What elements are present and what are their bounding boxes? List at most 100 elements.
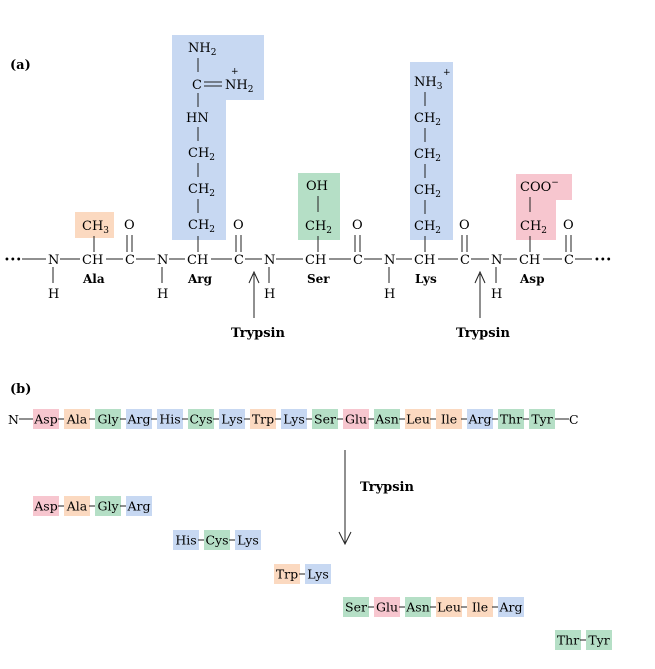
sequence-residue-chip (33, 409, 59, 429)
backbone-n-3: N (264, 253, 275, 268)
sequence-residue-label: Tyr (531, 412, 552, 427)
backbone-ch-5: CH (519, 253, 540, 268)
arg-ch2-2: CH2 (188, 182, 215, 199)
digest-enzyme-label: Trypsin (360, 480, 414, 495)
fragment-5-residue-chip (586, 630, 612, 650)
fragment-3-residue-label: Trp (276, 567, 298, 582)
fragment-4-residue-chip (343, 597, 369, 617)
fragment-3-residue-chip (274, 564, 300, 584)
backbone-c-4: C (460, 253, 470, 268)
sequence-residue-label: Ile (441, 412, 457, 427)
amide-h-2: H (157, 287, 168, 302)
fragment-4-residue-label: Glu (376, 600, 398, 615)
sequence-residue-chip (498, 409, 524, 429)
sequence-residue-label: Lys (221, 412, 243, 427)
amide-h-4: H (384, 287, 395, 302)
backbone-c-2: C (234, 253, 244, 268)
sequence-residue-label: Leu (406, 412, 430, 427)
residue-name-ser: Ser (307, 272, 330, 286)
sequence-residue-chip (157, 409, 183, 429)
fragment-3: Trp Lys (274, 564, 331, 584)
fragment-1-residue-chip (95, 496, 121, 516)
fragment-4-residue-label: Arg (498, 600, 522, 615)
panel-b-label: (b) (10, 382, 31, 397)
sequence-residue-label: Arg (126, 412, 150, 427)
sequence-residue-label: Trp (252, 412, 274, 427)
sequence-residue-label: Cys (189, 412, 212, 427)
carbonyl-o-3: O (352, 218, 363, 233)
lys-ch2-3: CH2 (414, 147, 441, 164)
sequence-residue-chip (529, 409, 555, 429)
fragment-3-residue-chip (305, 564, 331, 584)
arg-plus-charge: + (231, 67, 239, 77)
backbone-ch-1: CH (82, 253, 103, 268)
carbonyl-o-5: O (563, 218, 574, 233)
amide-h-3: H (264, 287, 275, 302)
arg-nh2-plus: NH2 (225, 78, 253, 95)
asp-side-chain-box (516, 174, 572, 240)
backbone-ch-3: CH (305, 253, 326, 268)
backbone-n-4: N (384, 253, 395, 268)
sequence-residue-chip (467, 409, 493, 429)
ser-side-chain-box (298, 173, 340, 240)
sequence-residue-chip (219, 409, 245, 429)
panel-a-label: (a) (10, 58, 31, 73)
carbonyl-o-2: O (233, 218, 244, 233)
fragment-1-residue-label: Arg (126, 499, 150, 514)
lys-nh3: NH3 (414, 75, 443, 92)
sequence-residue-chip (95, 409, 121, 429)
sequence-residue-label: His (159, 412, 180, 427)
sequence-residue-chip (64, 409, 90, 429)
sequence-residue-chip (343, 409, 369, 429)
backbone-c-1: C (125, 253, 135, 268)
sequence-residue-label: Asp (33, 412, 57, 427)
fragment-5-residue-label: Tyr (588, 633, 609, 648)
sequence-residue-chip (188, 409, 214, 429)
fragment-2-residue-chip (235, 530, 261, 550)
backbone-ch-4: CH (414, 253, 435, 268)
arg-ch2-3: CH2 (188, 146, 215, 163)
fragment-1-residue-label: Asp (33, 499, 57, 514)
sequence-residue-chip (281, 409, 307, 429)
asp-ch2: CH2 (520, 219, 547, 236)
backbone-c-5: C (564, 253, 574, 268)
sequence-residue-chip (250, 409, 276, 429)
arg-hn: HN (186, 111, 209, 126)
residue-name-lys: Lys (415, 272, 437, 286)
backbone-n-5: N (491, 253, 502, 268)
lys-ch2-2: CH2 (414, 183, 441, 200)
backbone-ch-2: CH (187, 253, 208, 268)
sequence-residue-chip (405, 409, 431, 429)
ser-ch2: CH2 (305, 219, 332, 236)
fragment-2-residue-label: Cys (205, 533, 228, 548)
lys-ch2-1: CH2 (414, 219, 441, 236)
backbone-trail-dots: ••• (594, 255, 612, 266)
fragment-2-residue-label: Lys (237, 533, 259, 548)
arg-ch2-1: CH2 (188, 218, 215, 235)
sequence-residue-label: Lys (283, 412, 305, 427)
sequence-residue-chip (374, 409, 400, 429)
full-peptide-sequence: N Asp Ala Gly Arg His Cys Lys Trp Lys Ser Glu Asn Leu… (8, 409, 579, 429)
sequence-residue-chip (126, 409, 152, 429)
fragment-5-residue-label: Thr (557, 633, 579, 648)
cleavage-label-arg: Trypsin (231, 326, 285, 341)
residue-name-asp: Asp (519, 272, 544, 286)
fragment-4-residue-label: Ile (472, 600, 488, 615)
fragment-4-residue-label: Asn (405, 600, 430, 615)
arg-side-chain-box (172, 35, 264, 240)
amide-h-1: H (48, 287, 59, 302)
lys-side-chain-box (410, 62, 453, 240)
lys-plus-charge: + (443, 68, 451, 78)
c-terminus-label: C (569, 412, 579, 427)
backbone-n-2: N (157, 253, 168, 268)
fragment-5-residue-chip (555, 630, 581, 650)
backbone-lead-dots: ••• (4, 255, 22, 266)
sequence-residue-label: Ser (314, 412, 336, 427)
fragment-3-residue-label: Lys (307, 567, 329, 582)
fragment-4-residue-chip (405, 597, 431, 617)
ala-side-chain-box (75, 212, 114, 238)
fragment-5: Thr Tyr (555, 630, 612, 650)
fragment-1-residue-chip (33, 496, 59, 516)
fragment-2: His Cys Lys (173, 530, 261, 550)
